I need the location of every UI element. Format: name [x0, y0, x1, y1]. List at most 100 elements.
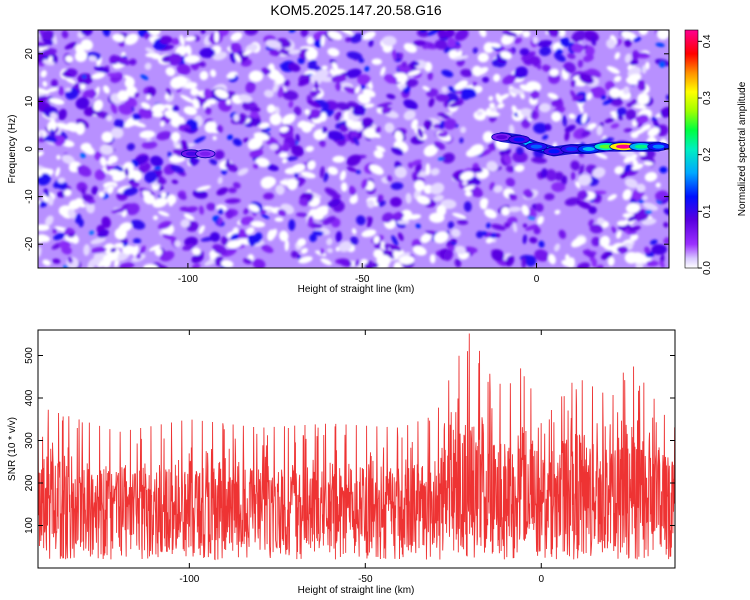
heatmap-cell [412, 171, 420, 176]
heatmap-cell [592, 167, 606, 178]
heatmap-cell [86, 89, 97, 99]
heatmap-cell [159, 250, 175, 262]
heatmap-cell [304, 109, 311, 115]
heatmap-cell [564, 130, 570, 142]
heatmap-cell [536, 63, 542, 70]
heatmap-cell [481, 149, 492, 156]
heatmap-cell [454, 258, 462, 268]
heatmap-cell [170, 76, 184, 89]
heatmap-cell [222, 248, 237, 257]
heatmap-cell [212, 244, 227, 255]
heatmap-cell [238, 94, 253, 103]
heatmap-cell [346, 154, 362, 167]
heatmap-cell [140, 102, 151, 110]
heatmap-cell [373, 235, 380, 244]
heatmap-cell [514, 66, 528, 79]
heatmap-cell [530, 110, 537, 119]
heatmap-cell [178, 192, 187, 201]
heatmap-cell [495, 93, 503, 104]
heatmap-cell [360, 258, 368, 265]
heatmap-cell [534, 249, 549, 262]
heatmap-cell [387, 244, 402, 252]
heatmap-cell [454, 245, 466, 255]
heatmap-cell [124, 33, 139, 45]
heatmap-cell [249, 148, 264, 158]
heatmap-cell [131, 121, 146, 128]
spectrogram-y-ticks: -20 -10 0 10 20 [24, 48, 669, 251]
heatmap-cell [364, 66, 370, 72]
heatmap-cell [279, 230, 289, 242]
heatmap-cell [295, 133, 300, 142]
heatmap-cell [622, 189, 632, 201]
heatmap-cell [266, 208, 272, 214]
heatmap-cell [596, 125, 603, 136]
heatmap-cell [533, 122, 548, 134]
heatmap-cell [644, 171, 658, 182]
heatmap-cell [99, 156, 107, 167]
heatmap-cell [444, 30, 455, 38]
heatmap-cell [192, 98, 200, 109]
heatmap-cell [638, 151, 646, 156]
heatmap-cell [356, 215, 366, 226]
heatmap-cell [60, 131, 68, 142]
heatmap-cell [314, 205, 329, 215]
heatmap-cell [505, 165, 515, 173]
heatmap-cell [277, 209, 287, 216]
heatmap-cell [288, 62, 301, 72]
heatmap-cell [166, 194, 177, 205]
heatmap-cell [460, 68, 473, 78]
spectrogram-signal-track [180, 132, 669, 159]
heatmap-cell [336, 102, 352, 111]
heatmap-cell [355, 169, 361, 174]
heatmap-cell [636, 183, 646, 193]
heatmap-cell [430, 168, 440, 176]
heatmap-cell [410, 159, 422, 167]
heatmap-cell [616, 107, 627, 117]
heatmap-cell [217, 208, 224, 215]
heatmap-cell [425, 230, 436, 235]
snr-x-ticks: -100 -50 0 [179, 330, 544, 585]
heatmap-cell [56, 122, 72, 131]
heatmap-cell [508, 124, 515, 136]
heatmap-cell [512, 151, 528, 163]
heatmap-cell [366, 199, 375, 209]
heatmap-cell [386, 175, 393, 182]
heatmap-cell [204, 121, 216, 134]
heatmap-cell [288, 49, 301, 55]
heatmap-cell [484, 111, 500, 117]
heatmap-cell [282, 90, 299, 101]
heatmap-cell [91, 185, 98, 195]
heatmap-cell [162, 234, 177, 241]
heatmap-cell [171, 105, 180, 112]
heatmap-cell [183, 213, 195, 221]
heatmap-cell [230, 233, 239, 241]
heatmap-cell [196, 185, 211, 192]
heatmap-cell [434, 39, 448, 50]
heatmap-cell [250, 111, 260, 119]
heatmap-cell [46, 87, 59, 93]
heatmap-cell [577, 174, 592, 186]
heatmap-cell [373, 149, 384, 159]
heatmap-cell [637, 79, 646, 92]
heatmap-cell [230, 32, 243, 42]
heatmap-cell [454, 30, 469, 41]
heatmap-cell [216, 124, 224, 133]
heatmap-cell [349, 185, 356, 196]
heatmap-cell [45, 215, 54, 226]
heatmap-cell [65, 87, 72, 92]
heatmap-cell [327, 30, 343, 41]
heatmap-cell [405, 78, 419, 88]
heatmap-cell [515, 146, 524, 155]
heatmap-cell [482, 76, 490, 83]
heatmap-cell [217, 176, 223, 185]
heatmap-cell [203, 88, 213, 100]
heatmap-cell [578, 164, 585, 176]
heatmap-cell [243, 208, 249, 215]
heatmap-cell [591, 258, 598, 268]
heatmap-cell [74, 50, 88, 62]
heatmap-cell [183, 127, 192, 133]
heatmap-cell [179, 34, 185, 46]
heatmap-cell [625, 164, 631, 173]
heatmap-cell [143, 194, 156, 205]
heatmap-cell [345, 37, 352, 42]
